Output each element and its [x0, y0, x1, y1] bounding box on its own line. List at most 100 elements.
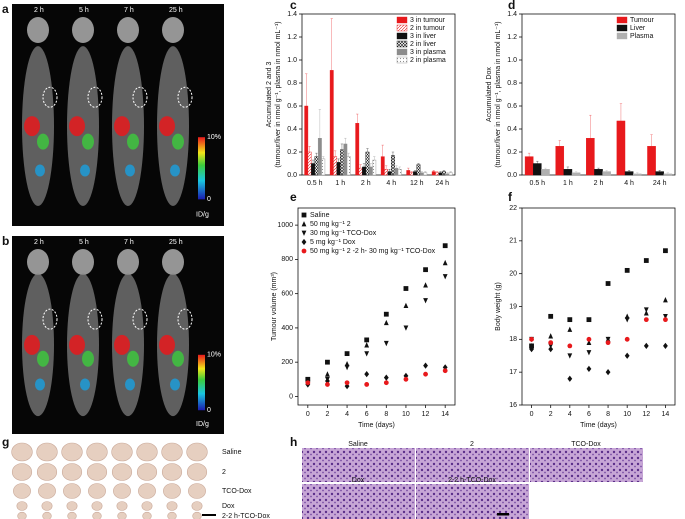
color-bar — [198, 354, 205, 411]
y-tick-label: 0.6 — [287, 103, 297, 110]
bar — [304, 105, 309, 176]
legend-label: Tumour — [630, 17, 655, 24]
tumour — [61, 442, 83, 462]
x-axis-label: Time (days) — [580, 422, 617, 429]
point — [605, 281, 611, 286]
point — [567, 353, 573, 359]
tumour — [36, 463, 58, 481]
tumour — [91, 501, 103, 511]
panel-label: f — [508, 190, 513, 204]
signal — [159, 334, 175, 355]
tumour — [167, 511, 177, 519]
point — [325, 377, 330, 385]
point — [663, 313, 668, 320]
bar — [524, 156, 534, 176]
time-label: 5 h — [79, 239, 89, 246]
plot-frame — [297, 207, 456, 406]
x-tick-label: 4 — [568, 411, 572, 418]
tumour — [161, 463, 183, 481]
legend-label: 2 in liver — [410, 41, 437, 48]
bar — [406, 170, 411, 176]
error-bar — [391, 151, 395, 156]
legend-label: 2 in tumour — [410, 25, 446, 32]
signal — [35, 378, 45, 391]
bar — [311, 163, 315, 176]
signal — [35, 164, 45, 177]
panel-label: g — [2, 435, 9, 449]
point — [586, 336, 592, 342]
signal — [172, 133, 184, 150]
micrograph — [302, 484, 415, 519]
tumour-marker — [42, 86, 58, 108]
time-label: 25 h — [169, 7, 183, 14]
point — [567, 326, 573, 332]
row-label: Saline — [222, 449, 242, 456]
y-tick-label: 1.2 — [507, 34, 517, 41]
mouse-head — [117, 249, 139, 275]
signal — [37, 350, 49, 367]
point — [567, 375, 573, 382]
error-bar — [413, 170, 417, 172]
y-axis-label: Tumour volume (mm³) — [271, 272, 278, 341]
micrograph — [530, 448, 643, 482]
error-bar — [432, 170, 435, 172]
point — [567, 343, 573, 349]
plot-frame — [301, 13, 456, 176]
legend-swatch — [616, 24, 628, 32]
y-tick-label: 1.2 — [287, 34, 297, 41]
error-bar — [369, 163, 373, 167]
point — [548, 333, 554, 339]
error-bar — [527, 152, 531, 157]
bar — [555, 146, 565, 176]
panel-label: d — [508, 0, 515, 12]
bar — [343, 143, 348, 176]
point — [548, 340, 554, 346]
error-bar — [395, 165, 398, 169]
signal — [127, 350, 139, 367]
y-tick-label: 18 — [509, 336, 517, 343]
y-tick-label: 800 — [281, 256, 293, 263]
tumour-marker — [132, 308, 148, 330]
panel-label: c — [290, 0, 297, 12]
tumour — [116, 501, 128, 511]
bar — [409, 172, 414, 176]
scale-max: 10% — [207, 352, 221, 359]
tumour — [63, 483, 81, 499]
bar — [413, 171, 417, 176]
y-axis-label: Accumulated 2 and 3 — [266, 62, 273, 128]
x-tick-label: 2 — [325, 411, 329, 418]
error-bar — [589, 114, 592, 139]
point — [624, 352, 630, 359]
bar — [448, 172, 453, 176]
x-tick-label: 1 h — [563, 180, 573, 187]
error-bar — [366, 148, 369, 152]
point — [605, 336, 611, 343]
tumour — [86, 463, 108, 481]
micrograph — [416, 484, 529, 519]
panel-label: a — [2, 2, 9, 16]
error-bar — [536, 160, 539, 164]
y-tick-label: 1.0 — [507, 57, 517, 64]
point — [383, 319, 389, 326]
x-axis-label: Time (days) — [358, 422, 395, 429]
y-tick-label: 400 — [281, 325, 293, 332]
y-tick-label: 1.0 — [287, 57, 297, 64]
point — [624, 336, 630, 342]
tumour-marker — [132, 86, 148, 108]
error-bar — [362, 163, 366, 167]
y-axis-label: Body weight (g) — [495, 282, 502, 331]
micrograph — [302, 448, 415, 482]
error-bar — [381, 144, 384, 157]
x-tick-label: 2 h — [594, 180, 604, 187]
point — [423, 298, 428, 304]
point — [442, 243, 448, 249]
tumour — [67, 511, 77, 519]
legend-label: 5 mg kg⁻¹ Dox — [310, 239, 356, 246]
bar — [340, 149, 344, 176]
legend-label: 3 in plasma — [410, 49, 446, 56]
x-tick-label: 24 h — [653, 180, 667, 187]
bar — [333, 156, 338, 176]
point — [586, 339, 592, 346]
point — [529, 346, 534, 353]
bar — [438, 172, 443, 176]
